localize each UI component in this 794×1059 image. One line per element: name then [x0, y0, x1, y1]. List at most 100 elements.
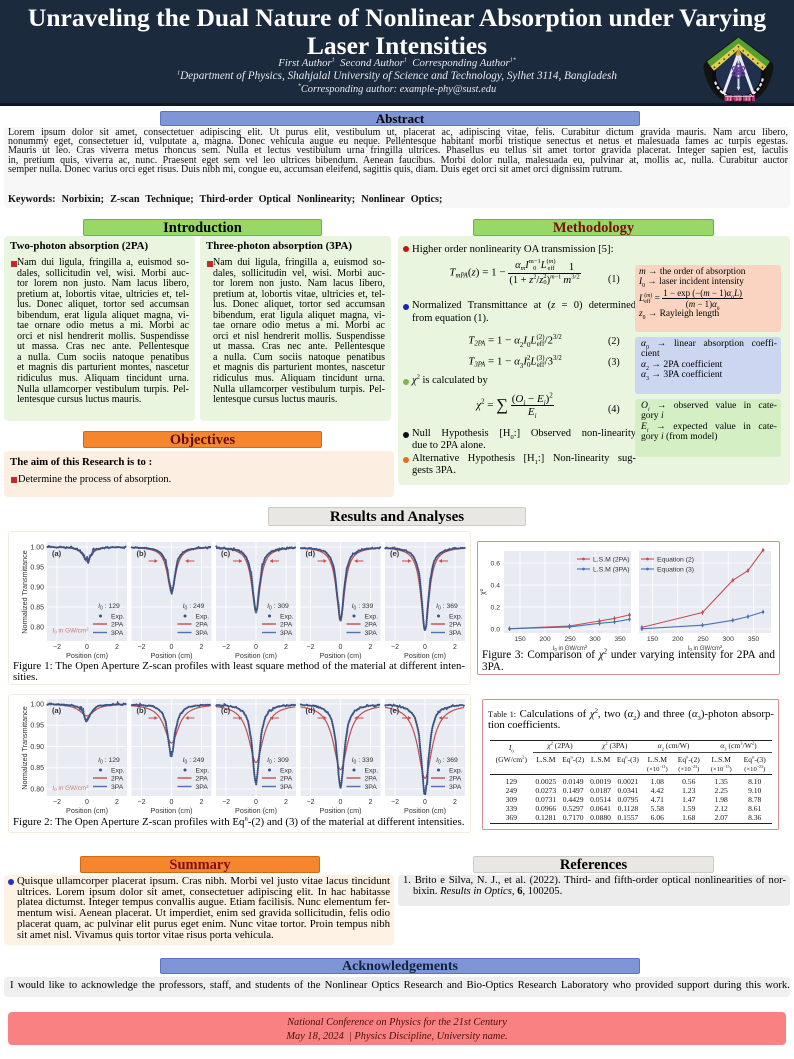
svg-text:3PA: 3PA [280, 630, 293, 637]
svg-text:Exp.: Exp. [449, 614, 463, 621]
svg-text:−2: −2 [307, 644, 315, 651]
svg-text:200: 200 [672, 636, 684, 643]
svg-text:Position (cm): Position (cm) [404, 651, 446, 660]
svg-text:I0 : 369: I0 : 369 [436, 603, 458, 612]
svg-text:0: 0 [423, 799, 427, 806]
svg-text:Equation (3): Equation (3) [657, 566, 694, 573]
svg-text:Exp.: Exp. [280, 614, 294, 621]
svg-text:3PA: 3PA [196, 784, 209, 791]
svg-text:(e): (e) [390, 549, 400, 558]
svg-text:3PA: 3PA [449, 784, 462, 791]
svg-text:(a): (a) [52, 706, 62, 715]
svg-text:Position (cm): Position (cm) [404, 806, 446, 815]
svg-text:Exp.: Exp. [196, 614, 210, 621]
svg-text:3PA: 3PA [280, 784, 293, 791]
svg-text:−2: −2 [391, 799, 399, 806]
svg-text:(b): (b) [137, 706, 147, 715]
svg-text:2PA: 2PA [365, 776, 378, 783]
svg-text:I0 : 249: I0 : 249 [183, 757, 205, 766]
svg-text:2: 2 [115, 644, 119, 651]
svg-text:0.2: 0.2 [491, 604, 501, 611]
svg-text:Position (cm): Position (cm) [235, 806, 277, 815]
svg-text:350: 350 [614, 636, 626, 643]
svg-text:Position (cm): Position (cm) [320, 651, 362, 660]
svg-text:0.4: 0.4 [491, 582, 501, 589]
svg-text:0.85: 0.85 [30, 765, 44, 772]
svg-text:L.S.M (2PA): L.S.M (2PA) [593, 556, 630, 563]
svg-text:Position (cm): Position (cm) [320, 806, 362, 815]
svg-text:I0 : 249: I0 : 249 [183, 603, 205, 612]
svg-text:I0 in GW/cm2: I0 in GW/cm2 [553, 644, 588, 652]
svg-text:(a): (a) [52, 549, 62, 558]
svg-text:I0 : 339: I0 : 339 [352, 757, 374, 766]
svg-text:1.00: 1.00 [30, 544, 44, 551]
svg-text:I0 : 309: I0 : 309 [267, 757, 289, 766]
svg-text:Exp.: Exp. [196, 768, 210, 775]
svg-text:Position (cm): Position (cm) [66, 806, 108, 815]
svg-text:−2: −2 [138, 799, 146, 806]
svg-text:Exp.: Exp. [365, 768, 379, 775]
svg-text:Normalized Transmittance: Normalized Transmittance [20, 550, 29, 633]
svg-text:I0 in GW/cm2: I0 in GW/cm2 [53, 627, 90, 635]
svg-text:Position (cm): Position (cm) [151, 806, 193, 815]
svg-text:2PA: 2PA [111, 776, 124, 783]
svg-text:−2: −2 [391, 644, 399, 651]
svg-text:0: 0 [85, 644, 89, 651]
svg-text:3PA: 3PA [365, 630, 378, 637]
svg-text:Position (cm): Position (cm) [66, 651, 108, 660]
svg-text:(d): (d) [306, 706, 316, 715]
svg-text:0: 0 [254, 799, 258, 806]
svg-text:0.0: 0.0 [491, 626, 501, 633]
svg-text:2PA: 2PA [365, 622, 378, 629]
svg-text:2: 2 [369, 799, 373, 806]
svg-text:2PA: 2PA [449, 622, 462, 629]
svg-text:I0 : 369: I0 : 369 [436, 757, 458, 766]
svg-text:−2: −2 [307, 799, 315, 806]
svg-text:Exp.: Exp. [280, 768, 294, 775]
svg-text:3PA: 3PA [111, 784, 124, 791]
svg-text:Exp.: Exp. [365, 614, 379, 621]
svg-text:0: 0 [339, 644, 343, 651]
svg-text:−2: −2 [53, 644, 61, 651]
svg-text:0.85: 0.85 [30, 604, 44, 611]
svg-text:2PA: 2PA [111, 622, 124, 629]
svg-text:1.00: 1.00 [30, 701, 44, 708]
svg-text:300: 300 [723, 636, 735, 643]
svg-text:0: 0 [170, 644, 174, 651]
svg-text:2PA: 2PA [196, 776, 209, 783]
svg-text:0: 0 [85, 799, 89, 806]
svg-text:(c): (c) [221, 549, 231, 558]
svg-text:250: 250 [564, 636, 576, 643]
svg-text:I0 in GW/cm2: I0 in GW/cm2 [688, 644, 723, 652]
svg-text:χ²: χ² [480, 588, 487, 595]
svg-text:Normalized Transmittance: Normalized Transmittance [20, 706, 29, 789]
svg-text:2PA: 2PA [280, 776, 293, 783]
svg-text:350: 350 [748, 636, 760, 643]
svg-text:0.90: 0.90 [30, 584, 44, 591]
svg-text:0: 0 [339, 799, 343, 806]
svg-text:Position (cm): Position (cm) [151, 651, 193, 660]
svg-text:2: 2 [369, 644, 373, 651]
svg-text:I0 : 129: I0 : 129 [98, 603, 120, 612]
svg-text:150: 150 [514, 636, 526, 643]
svg-text:−2: −2 [222, 644, 230, 651]
svg-text:−2: −2 [138, 644, 146, 651]
svg-text:3PA: 3PA [111, 630, 124, 637]
svg-text:3PA: 3PA [365, 784, 378, 791]
svg-text:I0 in GW/cm2: I0 in GW/cm2 [53, 784, 90, 792]
svg-text:(e): (e) [390, 706, 400, 715]
svg-text:I0 : 129: I0 : 129 [98, 757, 120, 766]
svg-text:Position (cm): Position (cm) [235, 651, 277, 660]
svg-text:2PA: 2PA [196, 622, 209, 629]
svg-text:Exp.: Exp. [111, 768, 125, 775]
svg-text:I0 : 339: I0 : 339 [352, 603, 374, 612]
svg-text:(c): (c) [221, 706, 231, 715]
svg-text:(b): (b) [137, 549, 147, 558]
svg-text:2: 2 [284, 644, 288, 651]
svg-text:L.S.M (3PA): L.S.M (3PA) [593, 566, 630, 573]
svg-text:0: 0 [170, 799, 174, 806]
svg-text:3PA: 3PA [449, 630, 462, 637]
svg-text:2: 2 [200, 644, 204, 651]
svg-text:0.80: 0.80 [30, 786, 44, 793]
svg-text:0.95: 0.95 [30, 564, 44, 571]
